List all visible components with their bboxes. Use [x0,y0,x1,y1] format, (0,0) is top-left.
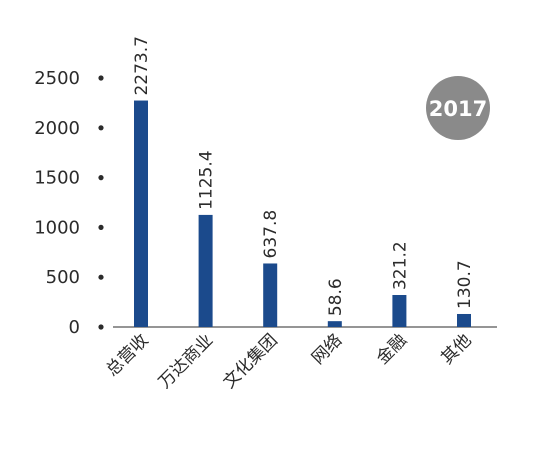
y-tick-label: 0 [69,317,80,338]
bar-value-label: 321.2 [390,241,410,290]
x-category-label: 其他 [437,330,475,368]
x-category-label: 总营收 [102,330,152,380]
bar-value-label: 2273.7 [132,36,152,95]
y-tick-label: 2500 [34,68,80,89]
bar-value-label: 637.8 [261,210,281,259]
y-tick-label: 500 [46,267,80,288]
y-tick-dot [98,75,104,81]
year-badge-label: 2017 [429,97,487,121]
bar-value-label: 130.7 [455,260,475,309]
y-tick-label: 1000 [34,217,80,238]
bar [457,313,471,327]
bar [263,263,278,327]
y-tick-dot [98,125,104,131]
x-category-label: 网络 [308,330,346,368]
year-badge [426,76,490,140]
bar [392,295,407,327]
y-tick-dot [98,324,104,330]
y-tick-label: 1500 [34,168,80,189]
bar [327,321,342,327]
bar [198,214,213,327]
y-tick-dot [98,274,104,280]
y-tick-dot [98,175,104,181]
bar-value-label: 1125.4 [197,150,217,209]
bar-value-label: 58.6 [326,278,346,316]
bar [134,100,148,327]
y-tick-dot [98,224,104,230]
x-category-label: 万达商业 [155,330,217,392]
y-tick-label: 2000 [34,118,80,139]
x-category-label: 文化集团 [220,330,282,392]
x-category-label: 金融 [373,330,411,368]
